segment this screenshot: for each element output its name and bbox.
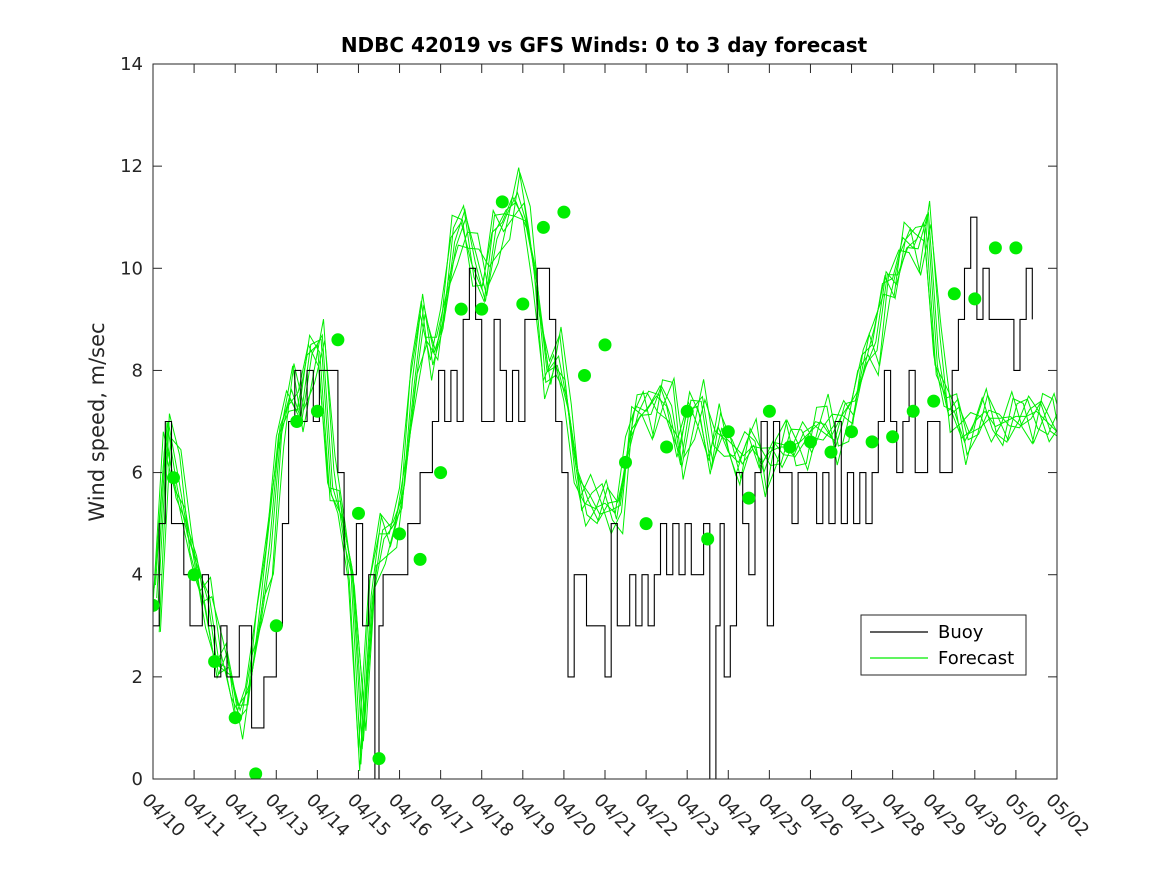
y-tick-label: 10 xyxy=(120,258,143,279)
forecast-marker xyxy=(824,445,838,459)
forecast-marker xyxy=(988,241,1002,255)
forecast-marker xyxy=(290,415,304,428)
forecast-marker xyxy=(249,767,263,779)
forecast-marker xyxy=(393,527,406,541)
forecast-marker xyxy=(701,532,715,546)
legend-box xyxy=(860,614,1027,676)
forecast-marker xyxy=(208,655,222,668)
forecast-marker xyxy=(865,435,879,449)
forecast-marker xyxy=(454,302,468,316)
y-tick-label: 6 xyxy=(132,463,143,484)
forecast-marker xyxy=(516,297,530,311)
forecast-marker xyxy=(639,517,653,531)
y-tick-label: 2 xyxy=(132,667,143,688)
forecast-line-0 xyxy=(153,195,1057,749)
legend-forecast-label: Forecast xyxy=(938,648,1014,669)
forecast-marker xyxy=(434,466,448,480)
forecast-marker xyxy=(947,287,961,301)
forecast-marker xyxy=(886,430,900,444)
forecast-marker xyxy=(495,195,509,209)
forecast-marker xyxy=(1009,241,1023,255)
forecast-marker xyxy=(783,440,797,454)
forecast-line-6 xyxy=(159,172,1057,740)
forecast-marker xyxy=(619,455,632,469)
forecast-marker xyxy=(721,425,735,439)
forecast-marker xyxy=(167,471,180,485)
forecast-marker xyxy=(187,568,201,582)
legend: Buoy Forecast xyxy=(860,614,1027,676)
forecast-marker xyxy=(680,404,694,418)
forecast-marker xyxy=(804,435,817,449)
forecast-marker xyxy=(228,711,242,725)
forecast-marker xyxy=(660,440,674,454)
forecast-marker xyxy=(536,220,550,234)
forecast-marker xyxy=(742,491,756,505)
forecast-line-2 xyxy=(155,203,1057,765)
forecast-marker xyxy=(557,205,571,219)
legend-buoy-label: Buoy xyxy=(938,622,984,643)
forecast-marker xyxy=(762,404,776,418)
y-tick-label: 4 xyxy=(132,565,143,586)
y-tick-label: 12 xyxy=(120,156,143,177)
forecast-marker xyxy=(352,506,365,520)
forecast-marker xyxy=(413,552,427,566)
buoy-line xyxy=(153,216,1033,779)
forecast-marker xyxy=(578,369,591,382)
forecast-line-1 xyxy=(153,201,1057,772)
forecast-marker xyxy=(968,292,982,306)
forecast-marker xyxy=(475,302,489,316)
forecast-marker xyxy=(331,333,345,347)
forecast-marker xyxy=(269,619,283,633)
forecast-marker xyxy=(845,425,858,439)
series-group xyxy=(153,167,1057,779)
y-axis-label: Wind speed, m/sec xyxy=(85,322,109,521)
y-tick-label: 8 xyxy=(132,360,143,381)
forecast-marker xyxy=(153,598,160,612)
y-tick-label: 14 xyxy=(120,54,143,75)
forecast-marker xyxy=(310,404,324,418)
forecast-line-3 xyxy=(156,201,1057,750)
y-tick-label: 0 xyxy=(132,769,143,790)
chart-title: NDBC 42019 vs GFS Winds: 0 to 3 day fore… xyxy=(341,33,868,57)
forecast-marker xyxy=(372,752,386,766)
forecast-marker xyxy=(927,394,941,408)
forecast-marker xyxy=(598,338,612,352)
forecast-marker xyxy=(906,404,920,418)
